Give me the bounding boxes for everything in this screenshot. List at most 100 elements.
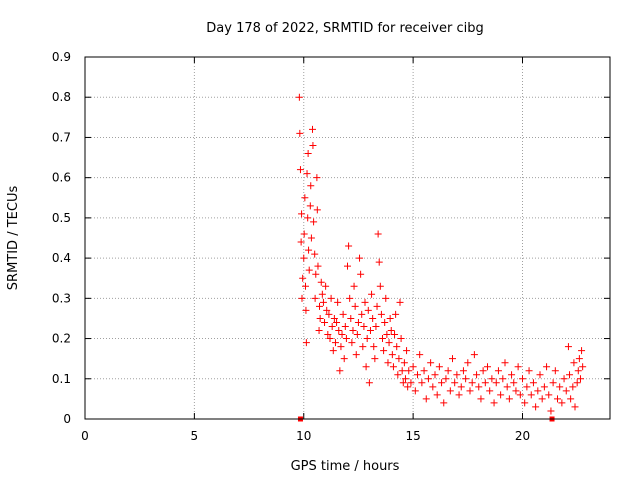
data-point [468, 379, 476, 387]
data-point [547, 407, 555, 415]
y-tick-label: 0.3 [52, 291, 71, 305]
data-point [315, 327, 323, 335]
data-point [341, 322, 349, 330]
data-point [305, 266, 313, 274]
data-point [462, 375, 470, 383]
data-point [514, 363, 522, 371]
data-point [435, 363, 443, 371]
data-point [299, 274, 307, 282]
data-point [418, 379, 426, 387]
data-point [329, 347, 337, 355]
data-point [302, 306, 310, 314]
data-point [348, 339, 356, 347]
data-point [296, 129, 304, 137]
data-point [316, 302, 323, 310]
data-point [307, 234, 315, 242]
data-point [407, 379, 415, 387]
data-point [354, 318, 362, 326]
data-point [365, 379, 373, 387]
data-point [399, 379, 407, 387]
data-point [494, 367, 502, 375]
data-point [366, 327, 374, 335]
y-tick-label: 0.1 [52, 372, 71, 386]
data-point [576, 375, 584, 383]
data-point [305, 246, 313, 254]
data-point [481, 379, 489, 387]
data-point [479, 367, 487, 375]
data-point [433, 391, 441, 399]
data-point [334, 298, 342, 306]
data-point [327, 294, 335, 302]
data-point [470, 351, 478, 359]
data-point [309, 141, 317, 149]
data-point [357, 270, 365, 278]
data-point [554, 395, 561, 403]
data-point [562, 387, 570, 395]
data-point [427, 359, 435, 367]
data-point [360, 322, 368, 330]
data-point [387, 327, 395, 335]
y-tick-label: 0.7 [52, 130, 71, 144]
data-point [304, 214, 312, 222]
data-point [403, 347, 411, 355]
data-point [578, 347, 586, 355]
data-point [393, 343, 401, 351]
data-point [310, 218, 318, 226]
data-point [409, 363, 417, 371]
data-point [302, 339, 310, 347]
data-point [344, 262, 351, 270]
data-point [416, 351, 424, 359]
data-point [386, 314, 394, 322]
x-tick-label: 5 [191, 429, 199, 443]
data-point [466, 387, 474, 395]
data-point [512, 387, 520, 395]
data-point [401, 375, 409, 383]
x-axis-label: GPS time / hours [291, 459, 400, 474]
y-tick-label: 0.9 [52, 50, 71, 64]
data-point [486, 387, 494, 395]
data-point [325, 310, 333, 318]
data-point [388, 351, 396, 359]
data-point [532, 403, 540, 411]
data-point [333, 318, 341, 326]
data-point [397, 335, 405, 343]
data-point [300, 230, 308, 238]
data-point [380, 347, 388, 355]
data-point [295, 93, 303, 101]
data-point [319, 298, 327, 306]
x-tick-label: 10 [296, 429, 311, 443]
data-point [488, 375, 496, 383]
plot-frame [84, 56, 611, 420]
data-point [318, 290, 326, 298]
data-point [394, 371, 402, 379]
data-point [375, 258, 383, 266]
data-point [389, 363, 397, 371]
data-point [311, 294, 319, 302]
data-point [322, 282, 330, 290]
data-point [352, 351, 360, 359]
data-point [385, 339, 393, 347]
data-point [446, 387, 454, 395]
data-point [492, 379, 500, 387]
data-point [499, 375, 507, 383]
data-points [295, 93, 587, 422]
data-point [551, 367, 559, 375]
data-point [353, 331, 361, 339]
data-point [331, 339, 339, 347]
data-point [525, 367, 533, 375]
y-axis-label: SRMTID / TECUs [6, 186, 21, 291]
data-point [324, 331, 332, 339]
y-tick-label: 0.5 [52, 211, 71, 225]
data-point [384, 359, 392, 367]
data-point [321, 318, 329, 326]
data-point [330, 314, 338, 322]
data-point [302, 282, 309, 290]
data-point [346, 294, 354, 302]
data-point [328, 322, 336, 330]
data-point [497, 391, 505, 399]
data-point [457, 383, 465, 391]
data-point [523, 383, 531, 391]
data-point [404, 383, 412, 391]
data-point [316, 314, 324, 322]
data-point [510, 379, 518, 387]
